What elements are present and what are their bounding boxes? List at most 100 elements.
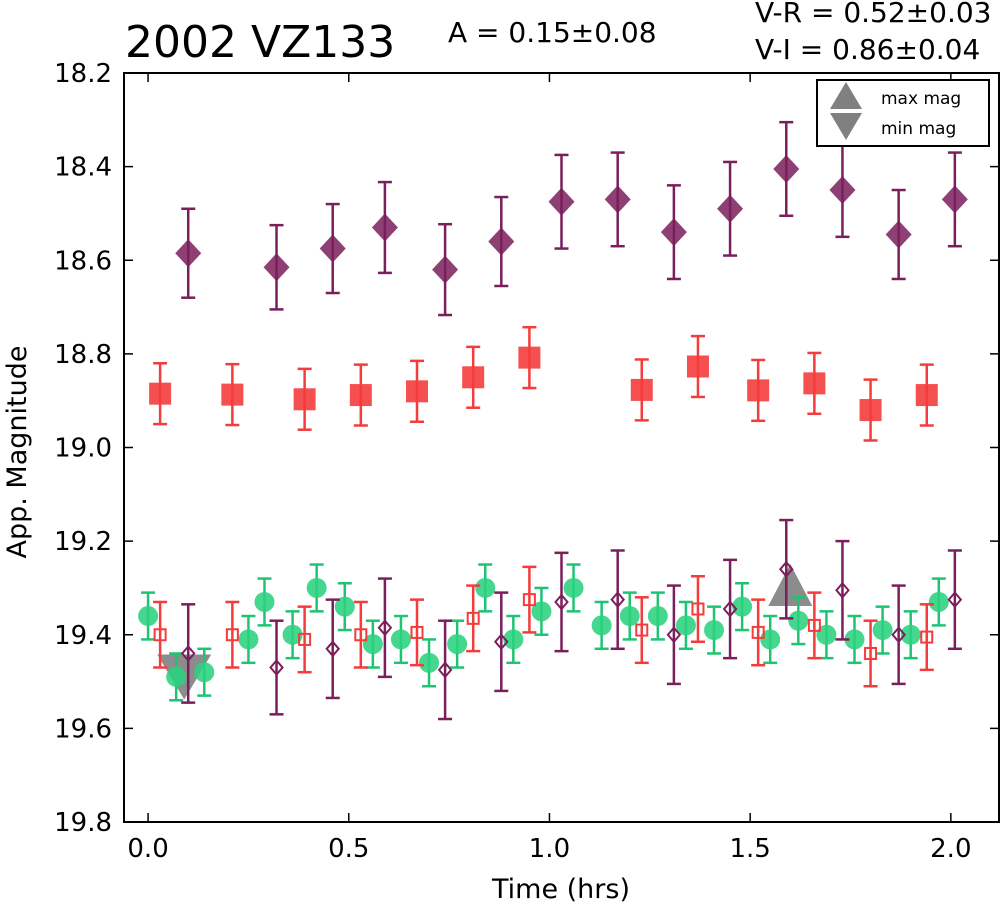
data-point — [788, 610, 809, 631]
data-point — [362, 634, 383, 655]
y-axis-label: App. Magnitude — [2, 346, 33, 559]
y-tick-label: 19.8 — [54, 808, 112, 838]
data-point — [432, 255, 459, 284]
data-point — [503, 629, 524, 650]
data-point — [803, 372, 826, 395]
y-tick-label: 18.2 — [54, 59, 112, 89]
data-point — [864, 646, 878, 660]
data-point — [675, 615, 696, 636]
data-point — [885, 220, 912, 249]
x-axis-label: Time (hrs) — [491, 874, 630, 904]
data-point — [778, 560, 794, 578]
data-point — [306, 577, 327, 598]
data-point — [531, 601, 552, 622]
data-point — [462, 366, 485, 389]
data-point — [928, 591, 949, 612]
data-point — [619, 606, 640, 627]
legend-min-marker — [830, 113, 862, 140]
data-point — [630, 378, 653, 401]
data-point — [835, 581, 850, 599]
data-point — [282, 624, 303, 645]
data-point — [166, 666, 187, 687]
data-point — [138, 606, 159, 627]
data-point — [686, 355, 709, 378]
data-point — [807, 618, 821, 632]
data-point — [298, 632, 312, 646]
axis-ticks: 0.0 0.5 1.0 1.5 2.0 18.2 18.4 18.6 18.8 19.0 19.2 1… — [54, 59, 999, 864]
amplitude-annotation: A = 0.15±0.08 — [448, 16, 657, 49]
data-point — [447, 634, 468, 655]
data-point — [548, 187, 575, 216]
data-point — [238, 629, 259, 650]
x-tick-label: 0.5 — [328, 834, 369, 864]
x-tick-label: 1.5 — [729, 834, 770, 864]
data-point — [419, 652, 440, 673]
data-point — [915, 384, 938, 407]
data-point — [475, 577, 496, 598]
data-point — [829, 176, 856, 205]
y-tick-label: 19.2 — [54, 527, 112, 557]
data-point — [437, 661, 453, 679]
data-point — [610, 591, 626, 609]
data-point — [891, 626, 906, 644]
data-point — [859, 399, 882, 422]
data-point — [920, 630, 934, 644]
max-mag-marker — [768, 563, 813, 606]
color-vi-annotation: V-I = 0.86±0.04 — [755, 33, 980, 66]
y-tick-label: 18.4 — [54, 153, 112, 183]
data-point — [900, 624, 921, 645]
data-point — [269, 658, 284, 677]
data-point — [732, 596, 753, 617]
data-point — [354, 628, 368, 642]
data-point — [660, 218, 687, 247]
data-point — [518, 346, 541, 369]
y-tick-label: 18.8 — [54, 340, 112, 370]
data-point — [760, 629, 781, 650]
data-point — [751, 625, 765, 639]
data-point — [175, 239, 202, 268]
data-point — [390, 629, 411, 650]
series-diamond-open — [180, 518, 963, 721]
data-point — [221, 383, 244, 406]
data-point — [254, 591, 275, 612]
data-point — [563, 577, 584, 598]
legend-max-label: max mag — [881, 89, 961, 109]
data-point — [747, 379, 770, 402]
data-point — [180, 644, 196, 663]
data-point — [717, 194, 744, 223]
data-point — [410, 625, 424, 639]
y-tick-label: 18.6 — [54, 246, 112, 276]
legend: max mag min mag — [816, 79, 990, 147]
data-point — [225, 628, 239, 642]
data-point — [493, 633, 509, 651]
data-point — [722, 600, 738, 618]
data-point — [941, 185, 968, 214]
series-square-filled — [149, 325, 938, 442]
data-point — [604, 185, 631, 214]
y-tick-label: 19.6 — [54, 714, 112, 744]
data-point — [488, 227, 515, 256]
data-point — [263, 253, 290, 282]
data-point — [522, 593, 536, 607]
data-point — [149, 382, 172, 405]
data-point — [371, 213, 398, 242]
data-point — [554, 593, 569, 611]
data-point — [816, 624, 837, 645]
series-circle-filled — [138, 563, 949, 702]
data-point — [334, 596, 355, 617]
data-point — [377, 619, 393, 637]
data-point — [349, 384, 372, 407]
data-point — [691, 602, 705, 616]
data-point — [844, 629, 865, 650]
data-point — [704, 620, 725, 641]
data-point — [293, 388, 316, 411]
series-diamond-filled — [175, 120, 968, 317]
data-point — [153, 628, 167, 642]
x-tick-label: 1.0 — [529, 834, 570, 864]
data-point — [635, 623, 649, 637]
data-point — [466, 611, 480, 625]
color-vr-annotation: V-R = 0.52±0.03 — [755, 0, 991, 29]
chart-title: 2002 VZ133 — [125, 17, 395, 68]
series-square-open — [153, 565, 934, 688]
